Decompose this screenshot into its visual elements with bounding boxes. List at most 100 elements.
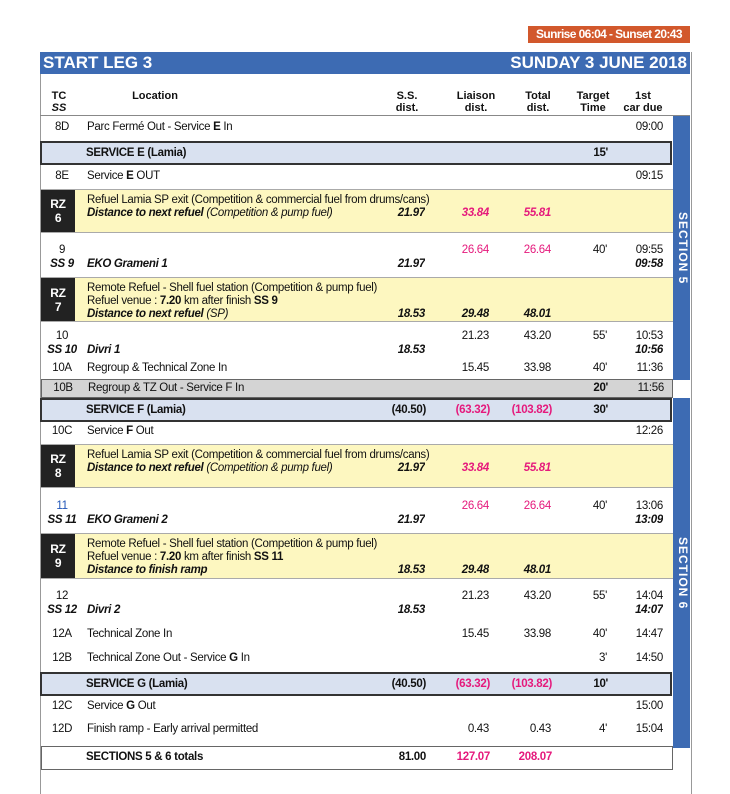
cell-ss: 21.97 xyxy=(397,258,425,270)
text-segment: Finish ramp - Early arrival permitted xyxy=(87,723,259,735)
col-total: Total dist. xyxy=(525,90,551,114)
leg-header: START LEG 3 SUNDAY 3 JUNE 2018 xyxy=(40,52,690,74)
special-stage-row: 10 SS 10 Divri 1 18.53 21.23 43.20 55' 10:53 10:… xyxy=(41,323,673,359)
target-time: 40' xyxy=(592,244,607,256)
text-segment: Regroup & TZ Out - Service xyxy=(88,382,226,394)
cell-total: 48.01 xyxy=(523,564,551,576)
text-segment: Technical Zone Out - Service xyxy=(87,652,230,664)
text-segment: F xyxy=(126,425,133,437)
stage-name: EKO Grameni 1 xyxy=(87,258,168,270)
service-row: SERVICE F (Lamia) (40.50) (63.32) (103.82) 3… xyxy=(40,398,672,422)
text-segment: Distance to next refuel xyxy=(87,308,204,320)
stage-name: Divri 2 xyxy=(87,604,121,616)
stage-start-time: 10:56 xyxy=(635,344,663,356)
text-segment: km after finish xyxy=(181,295,254,307)
text-segment: Remote Refuel - Shell fuel station (Comp… xyxy=(87,282,378,294)
section-5-label: SECTION 5 xyxy=(673,116,690,380)
text-segment: SS 11 xyxy=(253,551,284,563)
text-segment: km after finish xyxy=(181,551,254,563)
cell-ss: 21.97 xyxy=(397,462,425,474)
location-text: Finish ramp - Early arrival permitted xyxy=(87,723,373,736)
text-segment: (Competition & pump fuel) xyxy=(206,207,333,219)
row-title: SERVICE E (Lamia) xyxy=(86,147,187,159)
text-segment: (SP) xyxy=(203,308,229,320)
section-6-label: SECTION 6 xyxy=(673,398,690,748)
text-segment: (Competition & pump fuel) xyxy=(206,462,333,474)
text-segment: Refuel Lamia SP exit (Competition & comm… xyxy=(87,194,430,206)
text-segment: Distance to finish ramp xyxy=(87,564,208,576)
first-car-due: 09:55 xyxy=(635,244,663,256)
refuel-description: Refuel Lamia SP exit (Competition & comm… xyxy=(87,194,627,207)
refuel-zone-badge: RZ 9 xyxy=(41,534,75,578)
timecontrol-row: 12D Finish ramp - Early arrival permitted… xyxy=(41,719,673,742)
refuel-venue: Refuel venue : 7.20 km after finish SS 1… xyxy=(87,551,627,564)
refuel-description: Refuel Lamia SP exit (Competition & comm… xyxy=(87,449,627,462)
cell-liaison: 0.43 xyxy=(467,723,489,735)
cell-ss: 18.53 xyxy=(397,344,425,356)
refuel-zone-row: RZ 8 Refuel Lamia SP exit (Competition & … xyxy=(41,444,673,488)
text-segment: Remote Refuel - Shell fuel station (Comp… xyxy=(87,538,378,550)
text-segment: G xyxy=(229,652,238,664)
col-liaison: Liaison dist. xyxy=(456,90,496,114)
cell-ss: 18.53 xyxy=(397,564,425,576)
stage-number: SS 10 xyxy=(47,344,77,356)
timecontrol-row: 12B Technical Zone Out - Service G In 3' 14… xyxy=(41,648,673,670)
text-segment: In xyxy=(232,382,245,394)
cell-ss: 18.53 xyxy=(397,308,425,320)
stage-number: SS 12 xyxy=(47,604,77,616)
cell-ss: 21.97 xyxy=(397,207,425,219)
header-divider xyxy=(40,115,690,116)
first-car-due: 15:00 xyxy=(635,700,663,712)
row-title: SERVICE F (Lamia) xyxy=(86,404,186,416)
refuel-distance-label: Distance to next refuel (Competition & p… xyxy=(87,207,373,220)
text-segment: Refuel venue : xyxy=(87,295,160,307)
text-segment: Out xyxy=(132,425,154,437)
refuel-description: Remote Refuel - Shell fuel station (Comp… xyxy=(87,538,627,551)
cell-liaison: 29.48 xyxy=(461,308,489,320)
timecontrol-row: 12C Service G Out 15:00 xyxy=(41,697,673,718)
first-car-due: 09:00 xyxy=(635,121,663,133)
cell-liaison: 26.64 xyxy=(461,500,489,512)
col-target: Target Time xyxy=(576,90,610,114)
cell-total: 43.20 xyxy=(523,330,551,342)
tc-code: 10C xyxy=(51,425,73,437)
text-segment: F xyxy=(225,382,233,394)
cell-total: 33.98 xyxy=(523,628,551,640)
cell-liaison: 127.07 xyxy=(456,751,490,763)
sunrise-sunset-badge: Sunrise 06:04 - Sunset 20:43 xyxy=(528,26,690,43)
itinerary-frame xyxy=(40,52,692,794)
text-segment: In xyxy=(220,121,233,133)
tc-code: 10A xyxy=(52,362,72,374)
special-stage-row: 12 SS 12 Divri 2 18.53 21.23 43.20 55' 14:04 14:… xyxy=(41,580,673,622)
timecontrol-row: 10B Regroup & TZ Out - Service F In 20' 11:… xyxy=(41,379,673,398)
cell-liaison: 26.64 xyxy=(461,244,489,256)
refuel-venue: Refuel venue : 7.20 km after finish SS 9 xyxy=(87,295,627,308)
stage-name: Divri 1 xyxy=(87,344,121,356)
timecontrol-row: 10C Service F Out 12:26 xyxy=(41,422,673,443)
tc-code: 10B xyxy=(53,382,73,394)
col-tc-label: TC xyxy=(51,90,67,102)
first-car-due: 14:50 xyxy=(635,652,663,664)
first-car-due: 13:06 xyxy=(635,500,663,512)
col-due: 1st car due xyxy=(623,90,663,114)
leg-title: START LEG 3 xyxy=(43,53,153,72)
cell-liaison: (63.32) xyxy=(455,404,490,416)
tc-code: 12A xyxy=(52,628,72,640)
text-segment: E xyxy=(126,170,134,182)
first-car-due: 10:53 xyxy=(635,330,663,342)
row-title: SERVICE G (Lamia) xyxy=(86,678,188,690)
cell-total: 48.01 xyxy=(523,308,551,320)
cell-liaison: 21.23 xyxy=(461,590,489,602)
cell-total: (103.82) xyxy=(511,678,552,690)
refuel-zone-badge: RZ 6 xyxy=(41,190,75,232)
first-car-due: 14:47 xyxy=(635,628,663,640)
stage-number: SS 9 xyxy=(50,258,74,270)
location-text: Service E OUT xyxy=(87,170,373,183)
target-time: 3' xyxy=(599,652,607,664)
stage-name: EKO Grameni 2 xyxy=(87,514,168,526)
cell-liaison: 15.45 xyxy=(461,362,489,374)
target-time: 40' xyxy=(592,628,607,640)
cell-liaison: 33.84 xyxy=(461,207,489,219)
location-text: Regroup & Technical Zone In xyxy=(87,362,373,375)
row-title: SECTIONS 5 & 6 totals xyxy=(86,751,204,763)
